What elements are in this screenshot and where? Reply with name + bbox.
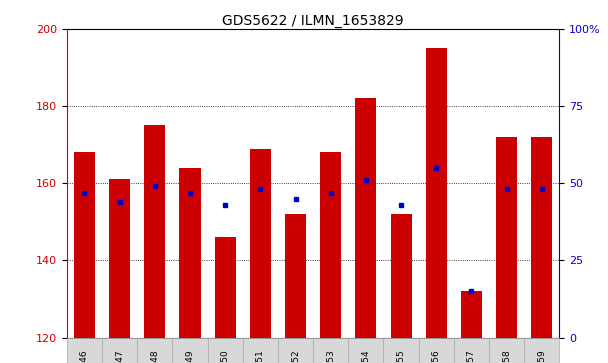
Text: GSM1515748: GSM1515748 (150, 349, 159, 363)
Bar (390, 214, 412, 338)
Text: GSM1515755: GSM1515755 (396, 349, 406, 363)
Text: GSM1515750: GSM1515750 (221, 349, 230, 363)
Text: GSM1515751: GSM1515751 (256, 349, 265, 363)
Bar (179, 168, 201, 338)
Bar (144, 126, 165, 338)
Bar (285, 214, 306, 338)
Text: GSM1515753: GSM1515753 (326, 349, 335, 363)
Bar (320, 152, 341, 338)
Bar (426, 48, 447, 338)
Text: GSM1515749: GSM1515749 (185, 349, 195, 363)
Text: GSM1515746: GSM1515746 (80, 349, 89, 363)
Bar (215, 237, 236, 338)
Bar (531, 137, 552, 338)
Text: GSM1515757: GSM1515757 (467, 349, 476, 363)
Text: GSM1515747: GSM1515747 (115, 349, 124, 363)
Text: GSM1515752: GSM1515752 (291, 349, 300, 363)
Text: GSM1515754: GSM1515754 (361, 349, 370, 363)
Text: GSM1515756: GSM1515756 (432, 349, 441, 363)
Title: GDS5622 / ILMN_1653829: GDS5622 / ILMN_1653829 (223, 14, 404, 28)
Bar (250, 148, 271, 338)
Bar (109, 179, 130, 338)
Bar (461, 291, 482, 338)
Bar (496, 137, 517, 338)
Text: GSM1515758: GSM1515758 (502, 349, 511, 363)
Bar (74, 152, 95, 338)
Text: GSM1515759: GSM1515759 (537, 349, 546, 363)
Bar (355, 98, 376, 338)
